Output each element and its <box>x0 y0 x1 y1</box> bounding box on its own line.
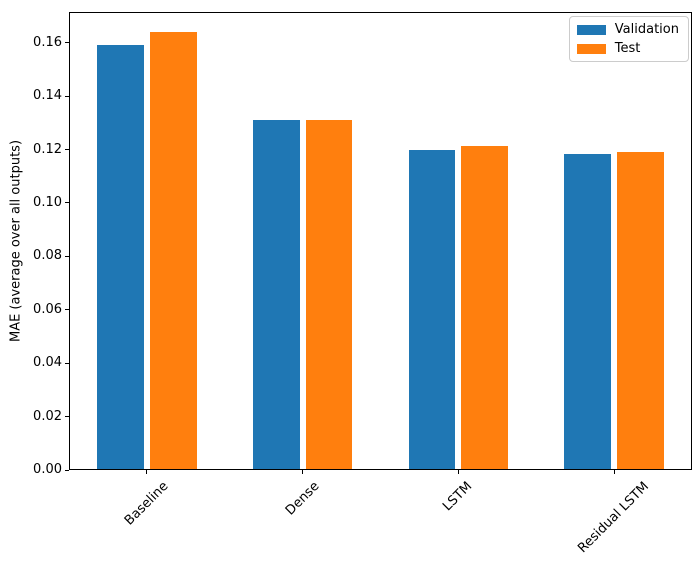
legend-label: Test <box>614 41 641 56</box>
y-tick-mark <box>65 95 69 97</box>
x-tick-mark <box>613 470 615 474</box>
y-tick-label: 0.12 <box>33 141 62 157</box>
y-tick-mark <box>65 469 69 471</box>
y-tick-mark <box>65 255 69 257</box>
validation-swatch <box>576 24 606 35</box>
x-tick-mark <box>302 470 304 474</box>
y-tick-mark <box>65 202 69 204</box>
bar-validation-baseline <box>97 45 144 470</box>
bar-test-dense <box>305 120 353 470</box>
y-tick-label: 0.16 <box>33 34 62 50</box>
y-tick-label: 0.06 <box>33 301 62 317</box>
bar-test-residual-lstm <box>617 152 664 470</box>
y-tick-mark <box>65 42 69 44</box>
x-tick-label-dense: Dense <box>282 478 323 519</box>
y-tick-mark <box>65 362 69 364</box>
y-tick-label: 0.08 <box>33 248 62 264</box>
bar-test-baseline <box>149 32 197 470</box>
legend-item-test: Test <box>576 41 679 56</box>
x-tick-label-residual-lstm: Residual LSTM <box>575 479 653 556</box>
y-tick-label: 0.02 <box>33 408 62 424</box>
bar-validation-lstm <box>408 149 456 470</box>
x-tick-label-lstm: LSTM <box>440 479 476 515</box>
test-swatch <box>576 43 606 54</box>
y-tick-mark <box>65 309 69 311</box>
x-tick-mark <box>146 470 148 474</box>
legend-item-validation: Validation <box>576 22 679 37</box>
bar-validation-residual-lstm <box>564 153 611 470</box>
x-tick-mark <box>457 470 459 474</box>
y-tick-label: 0.14 <box>33 88 62 104</box>
bar-test-lstm <box>461 145 509 470</box>
y-tick-mark <box>65 416 69 418</box>
y-tick-label: 0.00 <box>33 462 62 477</box>
y-tick-label: 0.10 <box>33 194 62 210</box>
x-tick-label-baseline: Baseline <box>121 478 172 529</box>
legend: Validation Test <box>568 16 689 62</box>
y-tick-mark <box>65 149 69 151</box>
bar-validation-dense <box>252 120 300 470</box>
y-tick-label: 0.04 <box>33 355 62 371</box>
legend-label: Validation <box>614 22 679 37</box>
y-axis-label: MAE (average over all outputs) <box>8 139 24 343</box>
